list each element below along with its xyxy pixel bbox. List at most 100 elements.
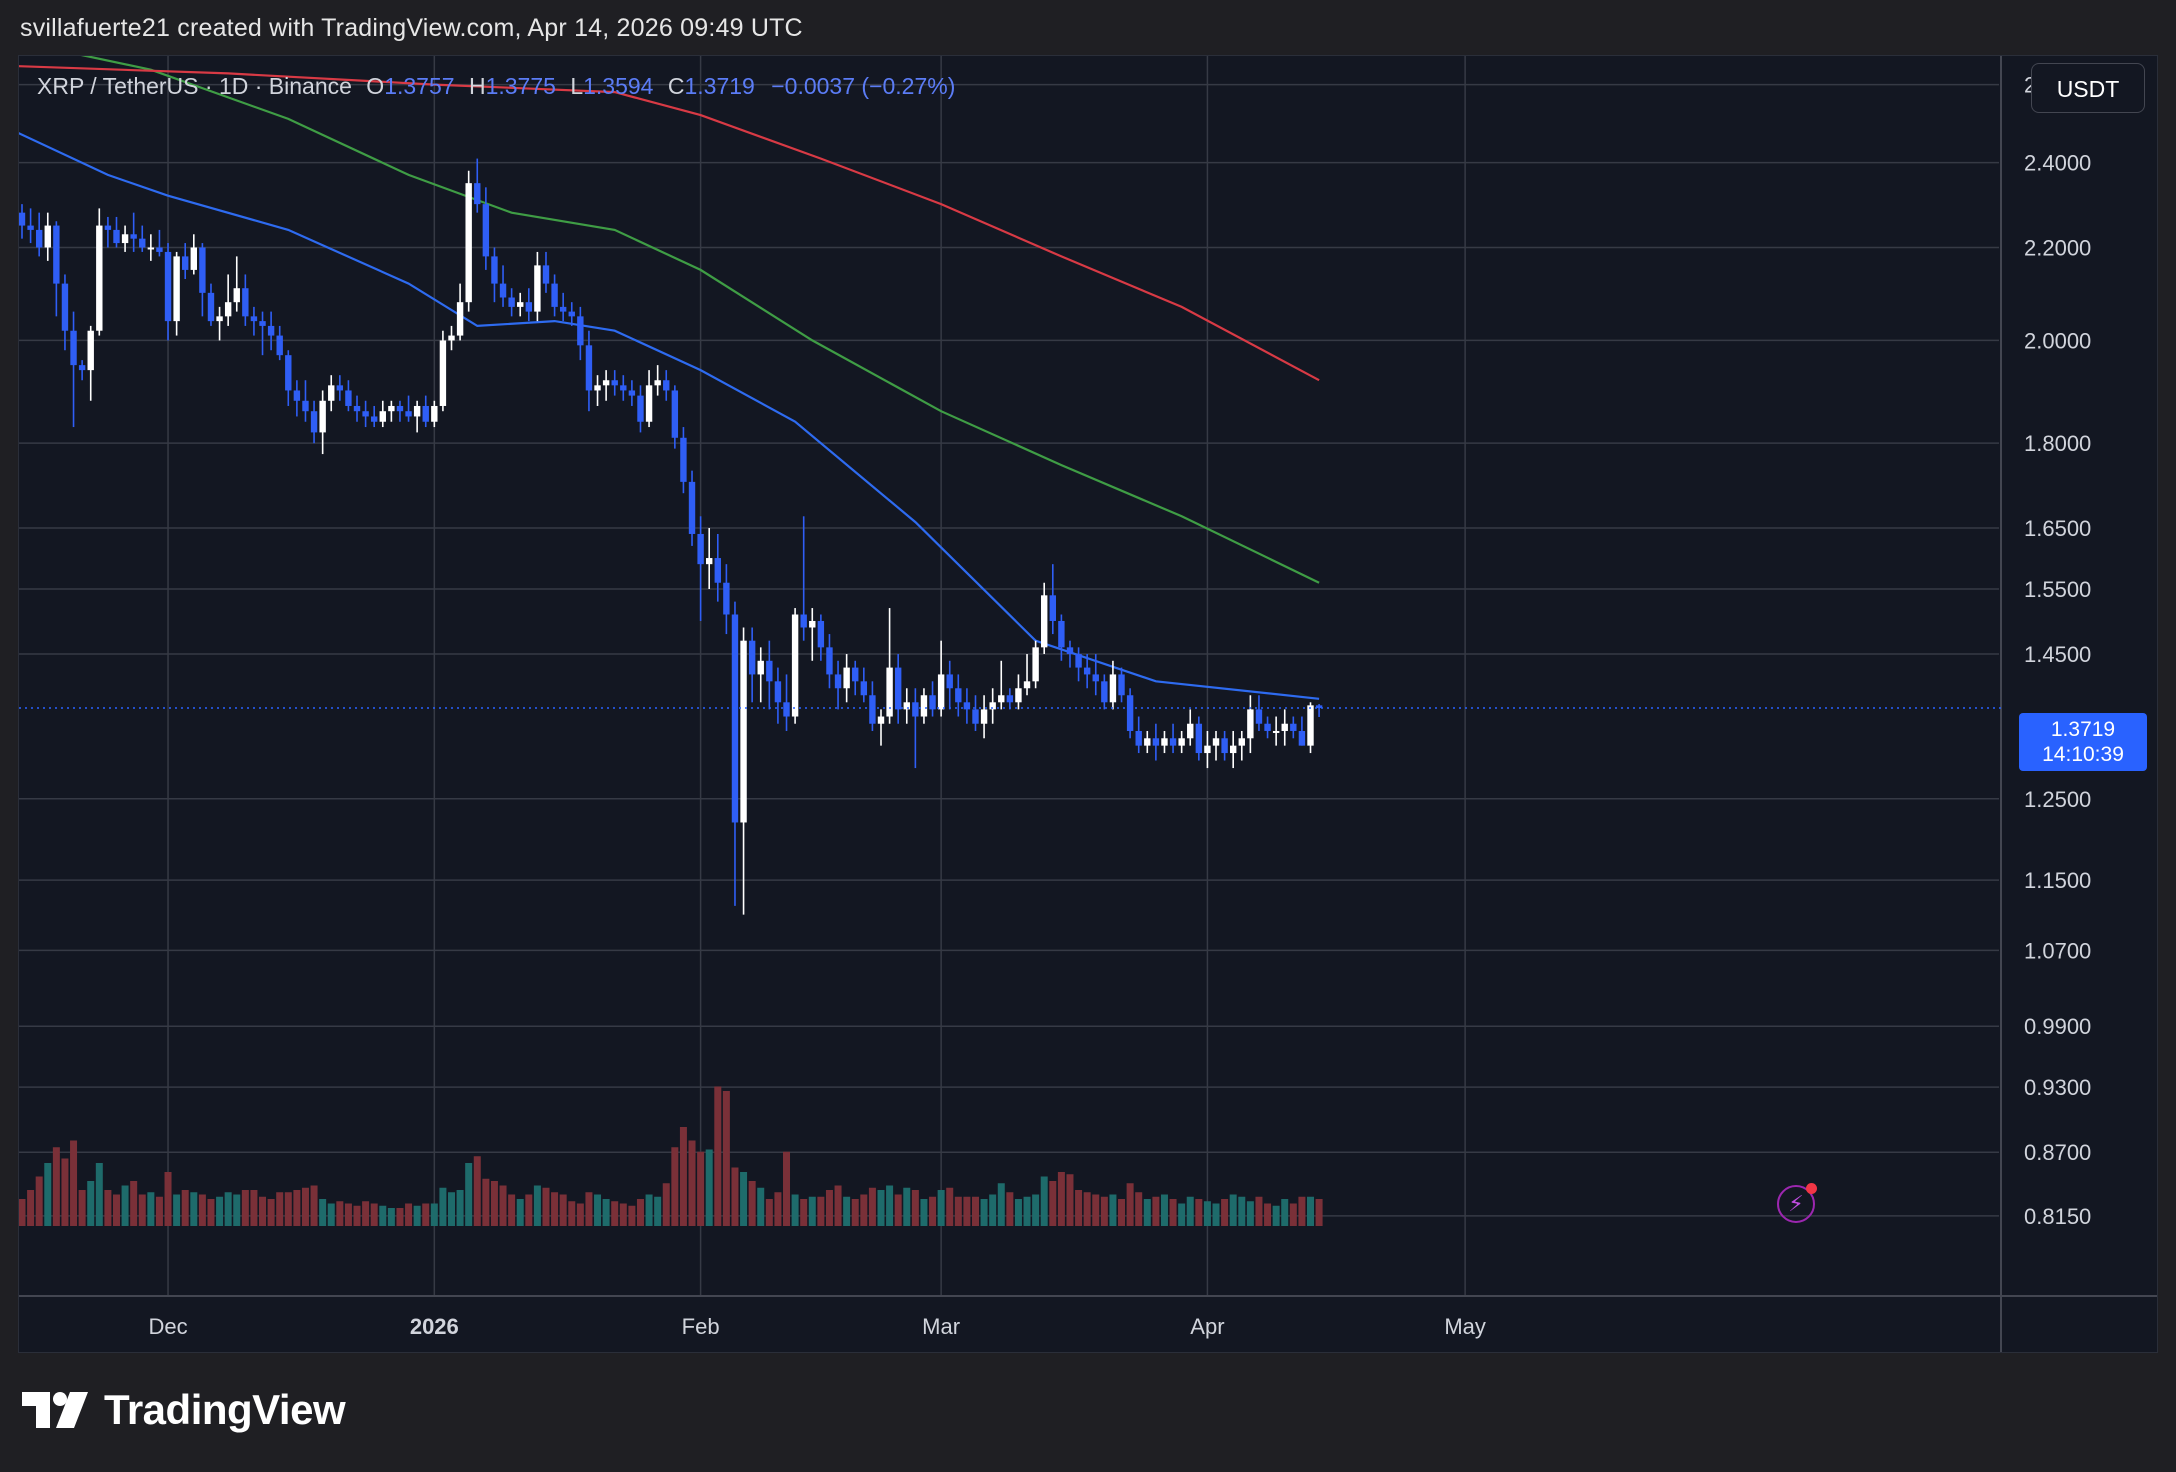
- volume-bar: [576, 1203, 584, 1226]
- candle-body: [1109, 674, 1117, 703]
- symbol-legend: XRP / TetherUS · 1D · Binance O1.3757 H1…: [37, 73, 955, 100]
- volume-bar: [224, 1192, 232, 1226]
- candle-body: [852, 667, 859, 682]
- candle-body: [628, 390, 636, 396]
- close-label: C: [667, 73, 685, 99]
- candle-body: [456, 302, 464, 336]
- volume-bar: [688, 1140, 696, 1226]
- volume-bar: [645, 1194, 653, 1226]
- candle-body: [748, 640, 756, 675]
- volume-bar: [748, 1181, 756, 1226]
- candle-body: [963, 702, 971, 710]
- x-tick-label: Dec: [148, 1314, 187, 1339]
- candle-body: [542, 265, 550, 284]
- lightning-icon[interactable]: ⚡: [1777, 1185, 1815, 1223]
- candle-body: [224, 302, 232, 317]
- volume-bar: [1075, 1190, 1083, 1226]
- candle-body: [637, 395, 644, 422]
- volume-bar: [697, 1151, 705, 1226]
- volume-bar: [1023, 1196, 1031, 1226]
- volume-bar: [551, 1192, 559, 1226]
- volume-bar: [1289, 1203, 1297, 1226]
- volume-bar: [130, 1181, 138, 1226]
- candle-body: [671, 390, 679, 438]
- volume-bar: [911, 1190, 919, 1226]
- candle-body: [96, 225, 103, 331]
- candle-body: [1290, 723, 1297, 731]
- volume-bar: [387, 1208, 395, 1226]
- volume-bar: [1186, 1196, 1194, 1226]
- candle-body: [645, 385, 653, 422]
- y-tick-label: 1.6500: [2024, 516, 2091, 541]
- candle-body: [551, 283, 558, 307]
- candle-body: [1083, 667, 1091, 675]
- candle-body: [989, 702, 996, 710]
- volume-bar: [104, 1190, 112, 1226]
- candle-body: [448, 335, 455, 341]
- candle-body: [216, 316, 223, 322]
- volume-bar: [465, 1163, 473, 1226]
- currency-button[interactable]: USDT: [2031, 63, 2145, 113]
- candle-body: [70, 330, 77, 366]
- candle-body: [766, 660, 773, 682]
- candle-body: [740, 640, 747, 823]
- volume-bar: [714, 1086, 722, 1226]
- volume-bar: [825, 1190, 833, 1226]
- candle-body: [1169, 738, 1177, 746]
- volume-bar: [997, 1183, 1005, 1226]
- y-tick-label: 1.5500: [2024, 577, 2091, 602]
- candle-body: [783, 702, 790, 717]
- volume-bar: [1160, 1194, 1168, 1226]
- candle-body: [250, 316, 258, 322]
- volume-bar: [61, 1158, 69, 1226]
- candle-body: [1212, 738, 1220, 746]
- chart-frame[interactable]: 2.60002.40002.20002.00001.80001.65001.55…: [18, 55, 2158, 1353]
- candle-body: [233, 288, 240, 303]
- volume-bar: [903, 1187, 911, 1226]
- x-tick-label: Mar: [922, 1314, 960, 1339]
- candle-body: [800, 614, 807, 628]
- volume-bar: [619, 1203, 627, 1226]
- volume-bar: [216, 1196, 224, 1226]
- candle-body: [1161, 738, 1168, 746]
- volume-bar: [1049, 1181, 1057, 1226]
- volume-bar: [679, 1127, 687, 1226]
- candle-body: [396, 405, 404, 412]
- volume-bar: [765, 1199, 773, 1226]
- candle-body: [370, 416, 378, 422]
- candle-body: [980, 709, 988, 724]
- volume-bar: [894, 1194, 902, 1226]
- volume-bar: [1143, 1199, 1151, 1226]
- candle-body: [1126, 695, 1134, 731]
- low-label: L: [570, 73, 584, 99]
- y-tick-label: 0.9900: [2024, 1014, 2091, 1039]
- volume-bar: [490, 1181, 498, 1226]
- volume-bar: [190, 1192, 198, 1226]
- volume-bar: [868, 1187, 876, 1226]
- tradingview-logo[interactable]: TradingView: [22, 1386, 346, 1433]
- y-tick-label: 1.2500: [2024, 787, 2091, 812]
- price-chart[interactable]: 2.60002.40002.20002.00001.80001.65001.55…: [19, 56, 2157, 1352]
- volume-bar: [250, 1190, 258, 1226]
- candle-body: [242, 288, 249, 317]
- volume-bar: [1083, 1192, 1091, 1226]
- volume-bar: [1178, 1203, 1186, 1226]
- volume-bar: [1100, 1196, 1108, 1226]
- volume-bar: [155, 1196, 163, 1226]
- candle-body: [164, 251, 172, 322]
- volume-bar: [259, 1196, 267, 1226]
- volume-bar: [808, 1196, 816, 1226]
- candle-body: [499, 283, 507, 298]
- x-tick-label: Apr: [1190, 1314, 1224, 1339]
- bar-countdown: 14:10:39: [2042, 743, 2124, 766]
- volume-bar: [301, 1187, 309, 1226]
- volume-bar: [1229, 1194, 1237, 1226]
- candle-body: [920, 695, 928, 717]
- candle-body: [87, 330, 94, 371]
- candle-body: [903, 702, 910, 710]
- volume-bar: [19, 1199, 26, 1226]
- low-value: 1.3594: [583, 73, 654, 99]
- candle-body: [1032, 647, 1039, 682]
- volume-bar: [963, 1196, 971, 1226]
- volume-bar: [1221, 1199, 1229, 1226]
